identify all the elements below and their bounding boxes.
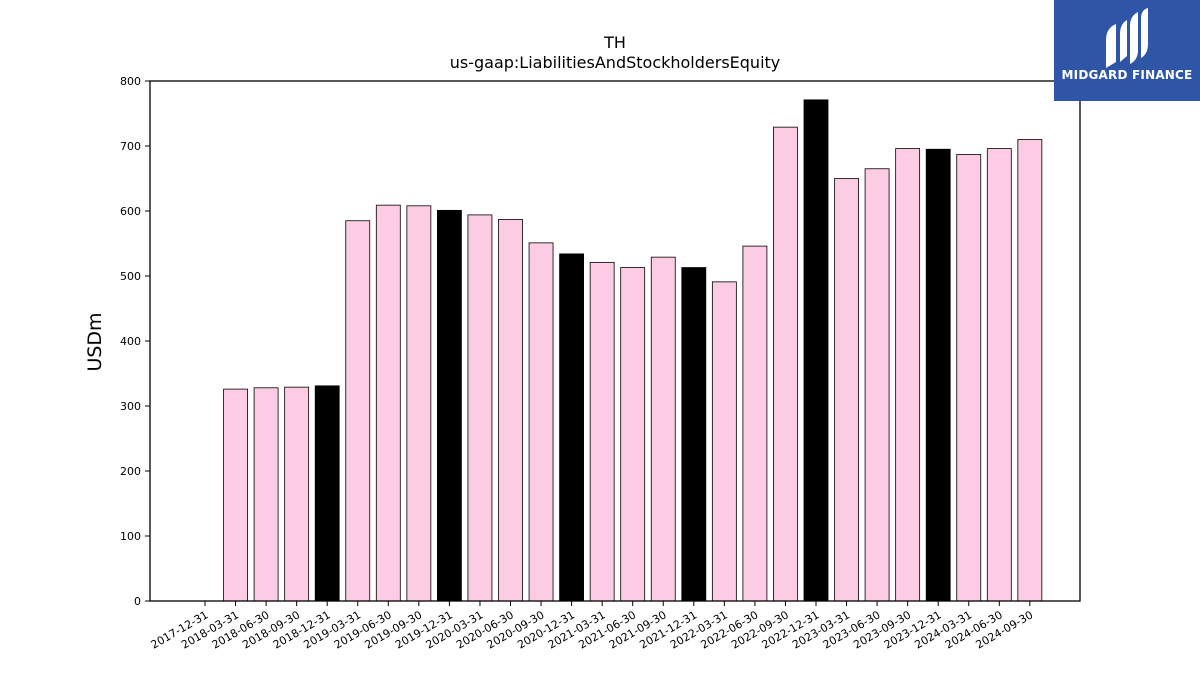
bar-2019-12-31	[436, 209, 462, 602]
bar-2022-12-31	[803, 99, 829, 602]
bar-2018-03-31	[223, 388, 248, 602]
bar-2021-09-30	[650, 256, 676, 602]
bar-2022-06-30	[742, 245, 768, 602]
bar-2019-06-30	[375, 204, 401, 602]
y-axis: 0 100 200 300 400 500 600 700 800	[120, 75, 150, 608]
bar-2024-09-30	[1017, 139, 1043, 602]
bar-2019-03-31	[345, 220, 371, 602]
y-axis-label: USDm	[84, 312, 106, 371]
y-tick-label: 700	[120, 140, 141, 153]
logo-mark-icon	[1106, 8, 1148, 68]
logo-text: MIDGARD FINANCE	[1061, 68, 1193, 82]
bar-2023-03-31	[834, 178, 859, 602]
bar-2024-06-30	[986, 148, 1012, 602]
bars-group	[223, 99, 1043, 602]
bar-2023-12-31	[925, 148, 951, 602]
bar-2021-06-30	[620, 267, 646, 602]
chart-title: TH	[603, 33, 626, 52]
bar-2020-06-30	[498, 219, 523, 602]
x-axis: 2017-12-312018-03-312018-06-302018-09-30…	[149, 601, 1035, 652]
y-tick-label: 100	[120, 530, 141, 543]
bar-2023-06-30	[864, 168, 890, 602]
bar-2021-03-31	[589, 261, 615, 602]
bar-2023-09-30	[895, 148, 921, 602]
y-tick-label: 300	[120, 400, 141, 413]
chart-subtitle: us-gaap:LiabilitiesAndStockholdersEquity	[450, 53, 781, 72]
y-tick-label: 200	[120, 465, 141, 478]
y-tick-label: 800	[120, 75, 141, 88]
y-tick-label: 600	[120, 205, 141, 218]
bar-2020-03-31	[467, 214, 493, 602]
plot-frame	[149, 80, 1081, 602]
bar-2019-09-30	[406, 205, 432, 602]
bar-2021-12-31	[681, 267, 707, 602]
bar-2022-03-31	[711, 281, 737, 602]
bar-2018-06-30	[253, 387, 279, 602]
bar-2020-12-31	[559, 253, 584, 602]
bar-2024-03-31	[956, 154, 982, 602]
midgard-finance-logo: MIDGARD FINANCE	[1054, 0, 1200, 101]
bar-2018-09-30	[284, 386, 310, 602]
y-tick-label: 0	[134, 595, 141, 608]
bar-2020-09-30	[528, 242, 554, 602]
y-tick-label: 400	[120, 335, 141, 348]
bar-2022-09-30	[773, 126, 798, 602]
y-tick-label: 500	[120, 270, 141, 283]
bar-2018-12-31	[314, 385, 340, 602]
